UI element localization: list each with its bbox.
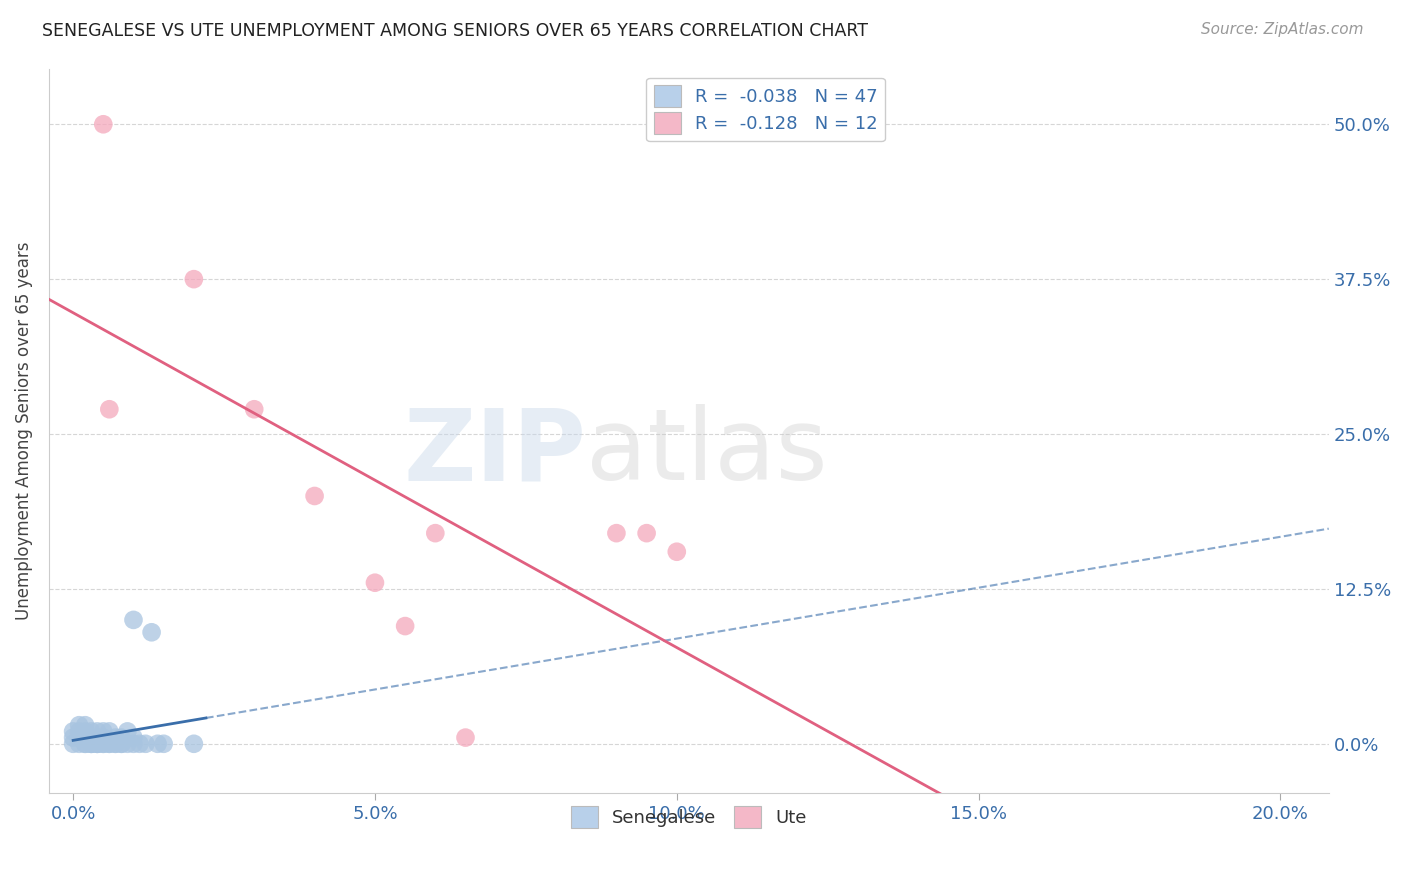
Point bbox=[86, 724, 108, 739]
Legend: Senegalese, Ute: Senegalese, Ute bbox=[564, 798, 814, 835]
Point bbox=[364, 575, 387, 590]
Point bbox=[75, 731, 97, 745]
Point bbox=[110, 731, 132, 745]
Point bbox=[86, 731, 108, 745]
Point bbox=[67, 718, 90, 732]
Point bbox=[80, 737, 103, 751]
Point bbox=[98, 737, 121, 751]
Point bbox=[304, 489, 326, 503]
Point bbox=[110, 737, 132, 751]
Point bbox=[98, 402, 121, 417]
Point bbox=[665, 545, 688, 559]
Point bbox=[67, 724, 90, 739]
Point bbox=[86, 737, 108, 751]
Point bbox=[454, 731, 477, 745]
Point bbox=[636, 526, 658, 541]
Point bbox=[91, 117, 114, 131]
Point bbox=[122, 613, 145, 627]
Point bbox=[104, 737, 127, 751]
Point bbox=[91, 737, 114, 751]
Point bbox=[183, 272, 205, 286]
Point bbox=[152, 737, 174, 751]
Point bbox=[75, 718, 97, 732]
Point bbox=[75, 737, 97, 751]
Point bbox=[243, 402, 266, 417]
Point bbox=[110, 737, 132, 751]
Point bbox=[183, 737, 205, 751]
Point bbox=[104, 731, 127, 745]
Point bbox=[86, 737, 108, 751]
Text: ZIP: ZIP bbox=[404, 404, 586, 501]
Point bbox=[104, 737, 127, 751]
Point bbox=[122, 737, 145, 751]
Point bbox=[91, 724, 114, 739]
Point bbox=[80, 731, 103, 745]
Text: atlas: atlas bbox=[586, 404, 828, 501]
Point bbox=[80, 724, 103, 739]
Point bbox=[141, 625, 163, 640]
Text: SENEGALESE VS UTE UNEMPLOYMENT AMONG SENIORS OVER 65 YEARS CORRELATION CHART: SENEGALESE VS UTE UNEMPLOYMENT AMONG SEN… bbox=[42, 22, 868, 40]
Point bbox=[425, 526, 447, 541]
Point bbox=[62, 724, 84, 739]
Point bbox=[98, 737, 121, 751]
Point bbox=[86, 737, 108, 751]
Text: Source: ZipAtlas.com: Source: ZipAtlas.com bbox=[1201, 22, 1364, 37]
Point bbox=[394, 619, 416, 633]
Point bbox=[128, 737, 150, 751]
Point bbox=[75, 724, 97, 739]
Point bbox=[146, 737, 169, 751]
Point bbox=[135, 737, 157, 751]
Point bbox=[117, 724, 139, 739]
Point bbox=[75, 737, 97, 751]
Point bbox=[605, 526, 627, 541]
Point bbox=[80, 737, 103, 751]
Point bbox=[67, 731, 90, 745]
Point bbox=[67, 737, 90, 751]
Point bbox=[80, 731, 103, 745]
Point bbox=[117, 737, 139, 751]
Point bbox=[98, 724, 121, 739]
Point bbox=[122, 731, 145, 745]
Point bbox=[91, 737, 114, 751]
Point bbox=[62, 737, 84, 751]
Point bbox=[62, 731, 84, 745]
Point bbox=[80, 737, 103, 751]
Y-axis label: Unemployment Among Seniors over 65 years: Unemployment Among Seniors over 65 years bbox=[15, 242, 32, 620]
Point bbox=[91, 731, 114, 745]
